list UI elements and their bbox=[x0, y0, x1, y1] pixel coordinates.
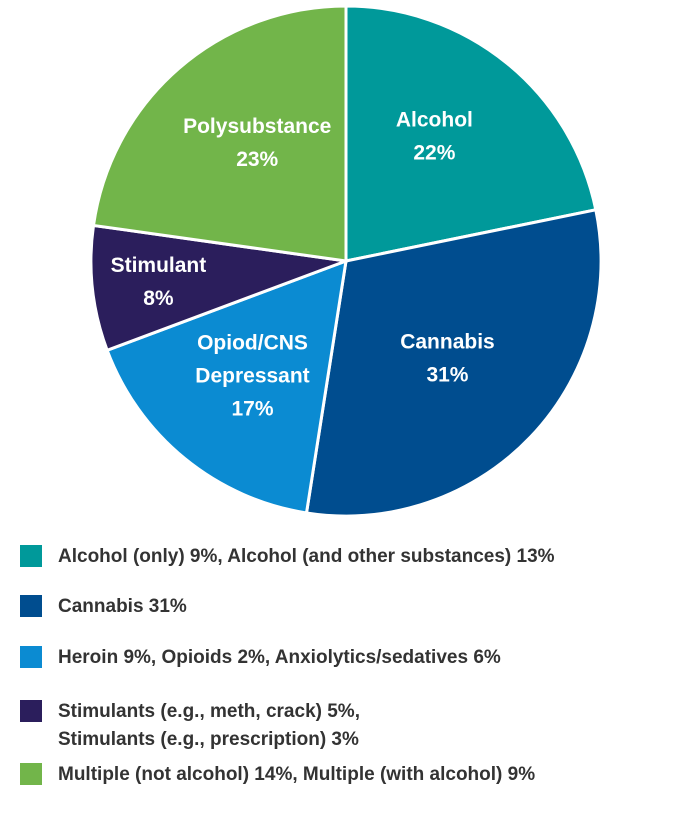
pie-slice-stimulant bbox=[89, 223, 347, 353]
pie-slice-opiod-cns-depressant bbox=[105, 258, 348, 515]
legend-item: Multiple (not alcohol) 14%, Multiple (wi… bbox=[20, 761, 535, 789]
legend-label: Stimulants (e.g., meth, crack) 5%, Stimul… bbox=[58, 698, 360, 754]
legend-swatch bbox=[20, 545, 42, 567]
legend-label-line: Multiple (not alcohol) 14%, Multiple (wi… bbox=[58, 764, 536, 785]
slice-label-opiod-cns-depressant: Opiod/CNS Depressant 17% bbox=[195, 332, 309, 421]
slice-label-stimulant: Stimulant 8% bbox=[111, 254, 207, 310]
legend-item: Alcohol (only) 9%, Alcohol (and other su… bbox=[20, 543, 555, 571]
slice-label-cannabis: Cannabis 31% bbox=[400, 330, 495, 386]
legend-item: Heroin 9%, Opioids 2%, Anxiolytics/sedat… bbox=[20, 644, 501, 672]
legend-label-line: Alcohol (only) 9%, Alcohol (and other su… bbox=[58, 546, 555, 567]
slice-label-polysubstance: Polysubstance 23% bbox=[183, 115, 331, 171]
legend-label-line: Stimulants (e.g., prescription) 3% bbox=[58, 729, 359, 750]
legend-swatch bbox=[20, 595, 42, 617]
pie-slice-alcohol bbox=[344, 4, 598, 263]
pie-chart: Alcohol 22% Cannabis 31% Opiod/CNS Depressant… bbox=[89, 4, 603, 518]
legend-label: Multiple (not alcohol) 14%, Multiple (wi… bbox=[58, 761, 535, 789]
legend-swatch bbox=[20, 763, 42, 785]
legend-label-line: Heroin 9%, Opioids 2%, Anxiolytics/sedat… bbox=[58, 647, 501, 668]
legend-swatch bbox=[20, 646, 42, 668]
legend-label-line: Stimulants (e.g., meth, crack) 5%, bbox=[58, 701, 360, 722]
legend-label: Cannabis 31% bbox=[58, 593, 187, 621]
legend-swatch bbox=[20, 700, 42, 722]
legend-label: Alcohol (only) 9%, Alcohol (and other su… bbox=[58, 543, 555, 571]
legend-label: Heroin 9%, Opioids 2%, Anxiolytics/sedat… bbox=[58, 644, 501, 672]
pie-slice-polysubstance bbox=[91, 4, 348, 263]
slice-label-alcohol: Alcohol 22% bbox=[396, 109, 473, 165]
pie-slice-cannabis bbox=[304, 208, 603, 518]
legend-item: Stimulants (e.g., meth, crack) 5%, Stimul… bbox=[20, 698, 360, 754]
legend-item: Cannabis 31% bbox=[20, 593, 187, 621]
legend-label-line: Cannabis 31% bbox=[58, 596, 187, 617]
